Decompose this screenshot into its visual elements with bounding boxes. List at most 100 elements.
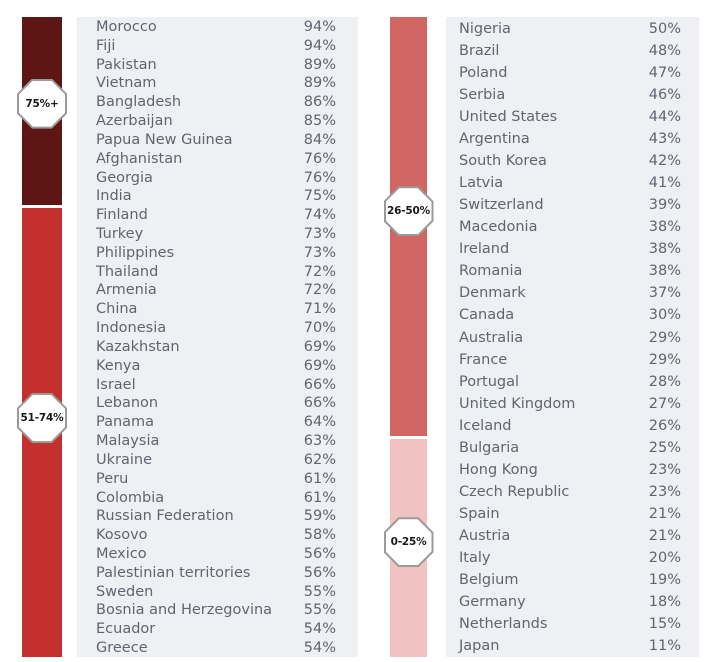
- left-panel: [77, 17, 358, 657]
- country-percentage: 44%: [648, 108, 681, 125]
- country-percentage: 74%: [303, 207, 336, 224]
- table-row: Indonesia 70%: [96, 320, 336, 337]
- country-name: Afghanistan: [96, 150, 183, 167]
- country-percentage: 71%: [303, 301, 336, 318]
- table-row: Finland 74%: [96, 207, 336, 224]
- table-row: Bulgaria 25%: [459, 440, 681, 457]
- country-percentage: 69%: [303, 357, 336, 374]
- country-percentage: 18%: [648, 594, 681, 611]
- country-name: Bangladesh: [96, 94, 182, 111]
- band-label: 51-74%: [19, 394, 65, 441]
- table-row: Afghanistan 76%: [96, 151, 336, 168]
- country-percentage: 21%: [648, 506, 681, 523]
- table-row: Hong Kong 23%: [459, 462, 681, 479]
- country-name: South Korea: [459, 152, 547, 169]
- country-percentage: 23%: [648, 461, 681, 478]
- country-percentage: 55%: [303, 602, 336, 619]
- country-percentage: 25%: [648, 439, 681, 456]
- right-panel: [446, 17, 699, 657]
- table-row: Portugal 28%: [459, 374, 681, 391]
- table-row: Turkey 73%: [96, 226, 336, 243]
- band-label: 75%+: [19, 80, 65, 127]
- country-name: Austria: [459, 528, 511, 545]
- table-row: Romania 38%: [459, 263, 681, 280]
- country-name: Greece: [96, 640, 148, 657]
- country-name: Ukraine: [96, 451, 152, 468]
- country-percentage: 54%: [303, 640, 336, 657]
- country-percentage: 62%: [303, 451, 336, 468]
- country-name: Denmark: [459, 285, 526, 302]
- country-percentage: 61%: [303, 489, 336, 506]
- country-percentage: 47%: [648, 64, 681, 81]
- country-percentage: 43%: [648, 130, 681, 147]
- table-row: Netherlands 15%: [459, 616, 681, 633]
- country-name: Panama: [96, 414, 155, 431]
- country-name: Romania: [459, 263, 523, 280]
- country-name: Poland: [459, 64, 508, 81]
- table-row: Philippines 73%: [96, 245, 336, 262]
- country-name: United States: [459, 108, 558, 125]
- country-percentage: 29%: [648, 351, 681, 368]
- country-name: Mexico: [96, 545, 147, 562]
- country-percentage: 89%: [303, 75, 336, 92]
- country-name: Germany: [459, 594, 526, 611]
- table-row: Poland 47%: [459, 65, 681, 82]
- table-row: Pakistan 89%: [96, 57, 336, 74]
- country-percentage: 64%: [303, 414, 336, 431]
- table-row: Canada 30%: [459, 307, 681, 324]
- country-name: Malaysia: [96, 433, 160, 450]
- country-name: Turkey: [96, 225, 144, 242]
- country-name: Hong Kong: [459, 461, 538, 478]
- table-row: France 29%: [459, 352, 681, 369]
- country-percentage: 75%: [303, 188, 336, 205]
- country-name: Indonesia: [96, 320, 167, 337]
- table-row: Bosnia and Herzegovina 55%: [96, 602, 336, 619]
- table-row: Macedonia 38%: [459, 219, 681, 236]
- country-name: Spain: [459, 506, 500, 523]
- table-row: Israel 66%: [96, 377, 336, 394]
- country-percentage: 73%: [303, 225, 336, 242]
- table-row: Spain 21%: [459, 506, 681, 523]
- country-percentage: 46%: [648, 86, 681, 103]
- table-row: Bangladesh 86%: [96, 94, 336, 111]
- country-percentage: 26%: [648, 417, 681, 434]
- table-row: China 71%: [96, 301, 336, 318]
- country-name: Iceland: [459, 417, 512, 434]
- table-row: Azerbaijan 85%: [96, 113, 336, 130]
- table-row: Lebanon 66%: [96, 395, 336, 412]
- country-percentage: 30%: [648, 307, 681, 324]
- table-row: Nigeria 50%: [459, 21, 681, 38]
- country-name: Vietnam: [96, 75, 157, 92]
- table-row: Malaysia 63%: [96, 433, 336, 450]
- country-name: United Kingdom: [459, 395, 576, 412]
- country-name: Sweden: [96, 583, 154, 600]
- table-row: Denmark 37%: [459, 285, 681, 302]
- country-percentage: 11%: [648, 638, 681, 655]
- band-badge: 75%+: [17, 78, 67, 129]
- table-row: Germany 18%: [459, 594, 681, 611]
- table-row: Brazil 48%: [459, 43, 681, 60]
- table-row: United Kingdom 27%: [459, 396, 681, 413]
- table-row: Vietnam 89%: [96, 75, 336, 92]
- country-percentage: 55%: [303, 583, 336, 600]
- table-row: Palestinian territories 56%: [96, 565, 336, 582]
- table-row: Kazakhstan 69%: [96, 339, 336, 356]
- country-name: Macedonia: [459, 219, 538, 236]
- table-row: Armenia 72%: [96, 282, 336, 299]
- country-percentage: 37%: [648, 285, 681, 302]
- country-percentage: 84%: [303, 131, 336, 148]
- table-row: Russian Federation 59%: [96, 508, 336, 525]
- country-name: Nigeria: [459, 20, 511, 37]
- country-percentage: 73%: [303, 244, 336, 261]
- country-percentage: 48%: [648, 42, 681, 59]
- band-label: 26-50%: [385, 188, 432, 235]
- table-row: Australia 29%: [459, 330, 681, 347]
- country-percentage: 38%: [648, 241, 681, 258]
- table-row: Belgium 19%: [459, 572, 681, 589]
- country-name: Peru: [96, 470, 129, 487]
- country-name: China: [96, 301, 138, 318]
- country-percentage: 89%: [303, 56, 336, 73]
- country-name: Bulgaria: [459, 439, 520, 456]
- table-row: Peru 61%: [96, 471, 336, 488]
- country-name: Ecuador: [96, 621, 156, 638]
